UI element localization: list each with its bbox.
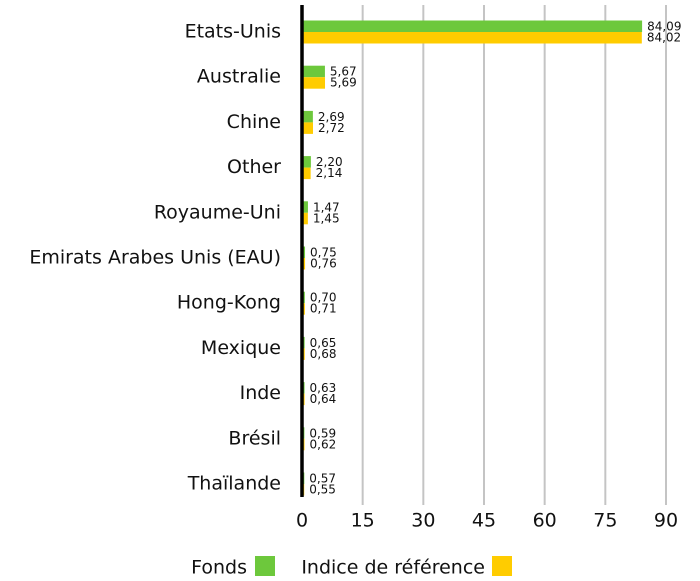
category-label: Brésil <box>228 427 281 449</box>
x-tick-label: 15 <box>351 510 375 532</box>
category-label: Australie <box>197 66 281 88</box>
category-label: Thaïlande <box>187 473 281 495</box>
value-label: 0,63 <box>310 381 337 395</box>
category-label: Other <box>227 156 281 178</box>
value-label: 0,59 <box>309 426 336 440</box>
bar <box>302 156 311 168</box>
value-label: 0,68 <box>310 347 337 361</box>
value-label: 0,57 <box>309 472 336 486</box>
category-label: Hong-Kong <box>177 292 281 314</box>
category-label: Etats-Unis <box>185 21 281 43</box>
value-label: 2,69 <box>318 110 345 124</box>
bar <box>302 122 314 134</box>
value-label: 5,67 <box>330 65 357 79</box>
category-label: Chine <box>227 111 281 133</box>
category-label: Inde <box>240 382 281 404</box>
bar <box>302 201 308 213</box>
value-label: 5,69 <box>330 76 357 90</box>
value-label: 1,47 <box>313 200 340 214</box>
value-label: 84,02 <box>647 31 681 45</box>
legend-swatch <box>492 556 512 576</box>
value-label: 84,09 <box>647 20 681 34</box>
category-label: Emirats Arabes Unis (EAU) <box>29 247 281 269</box>
bar <box>302 20 643 32</box>
x-tick-label: 0 <box>296 510 308 532</box>
value-label: 2,14 <box>316 166 343 180</box>
bar <box>302 77 326 89</box>
legend-label: Fonds <box>191 557 247 579</box>
category-label: Mexique <box>201 337 281 359</box>
value-label: 2,20 <box>316 155 343 169</box>
value-label: 1,45 <box>313 211 340 225</box>
legend-label: Indice de référence <box>301 557 485 579</box>
legend-swatch <box>255 556 275 576</box>
bar <box>302 65 325 78</box>
x-tick-label: 45 <box>472 510 496 532</box>
x-tick-label: 90 <box>654 510 678 532</box>
bar <box>302 167 311 180</box>
value-label: 2,72 <box>318 121 345 135</box>
value-label: 0,70 <box>310 291 337 305</box>
category-label: Royaume-Uni <box>154 201 281 223</box>
value-label: 0,64 <box>310 392 337 406</box>
bar <box>302 32 642 44</box>
value-label: 0,62 <box>310 437 337 451</box>
value-label: 0,65 <box>310 336 337 350</box>
x-tick-label: 60 <box>533 510 557 532</box>
value-label: 0,76 <box>310 257 337 271</box>
x-tick-label: 30 <box>411 510 435 532</box>
value-label: 0,71 <box>310 302 337 316</box>
bar <box>302 212 308 225</box>
value-label: 0,75 <box>310 246 337 260</box>
x-tick-label: 75 <box>593 510 617 532</box>
value-label: 0,55 <box>309 483 336 497</box>
bar <box>302 110 313 123</box>
